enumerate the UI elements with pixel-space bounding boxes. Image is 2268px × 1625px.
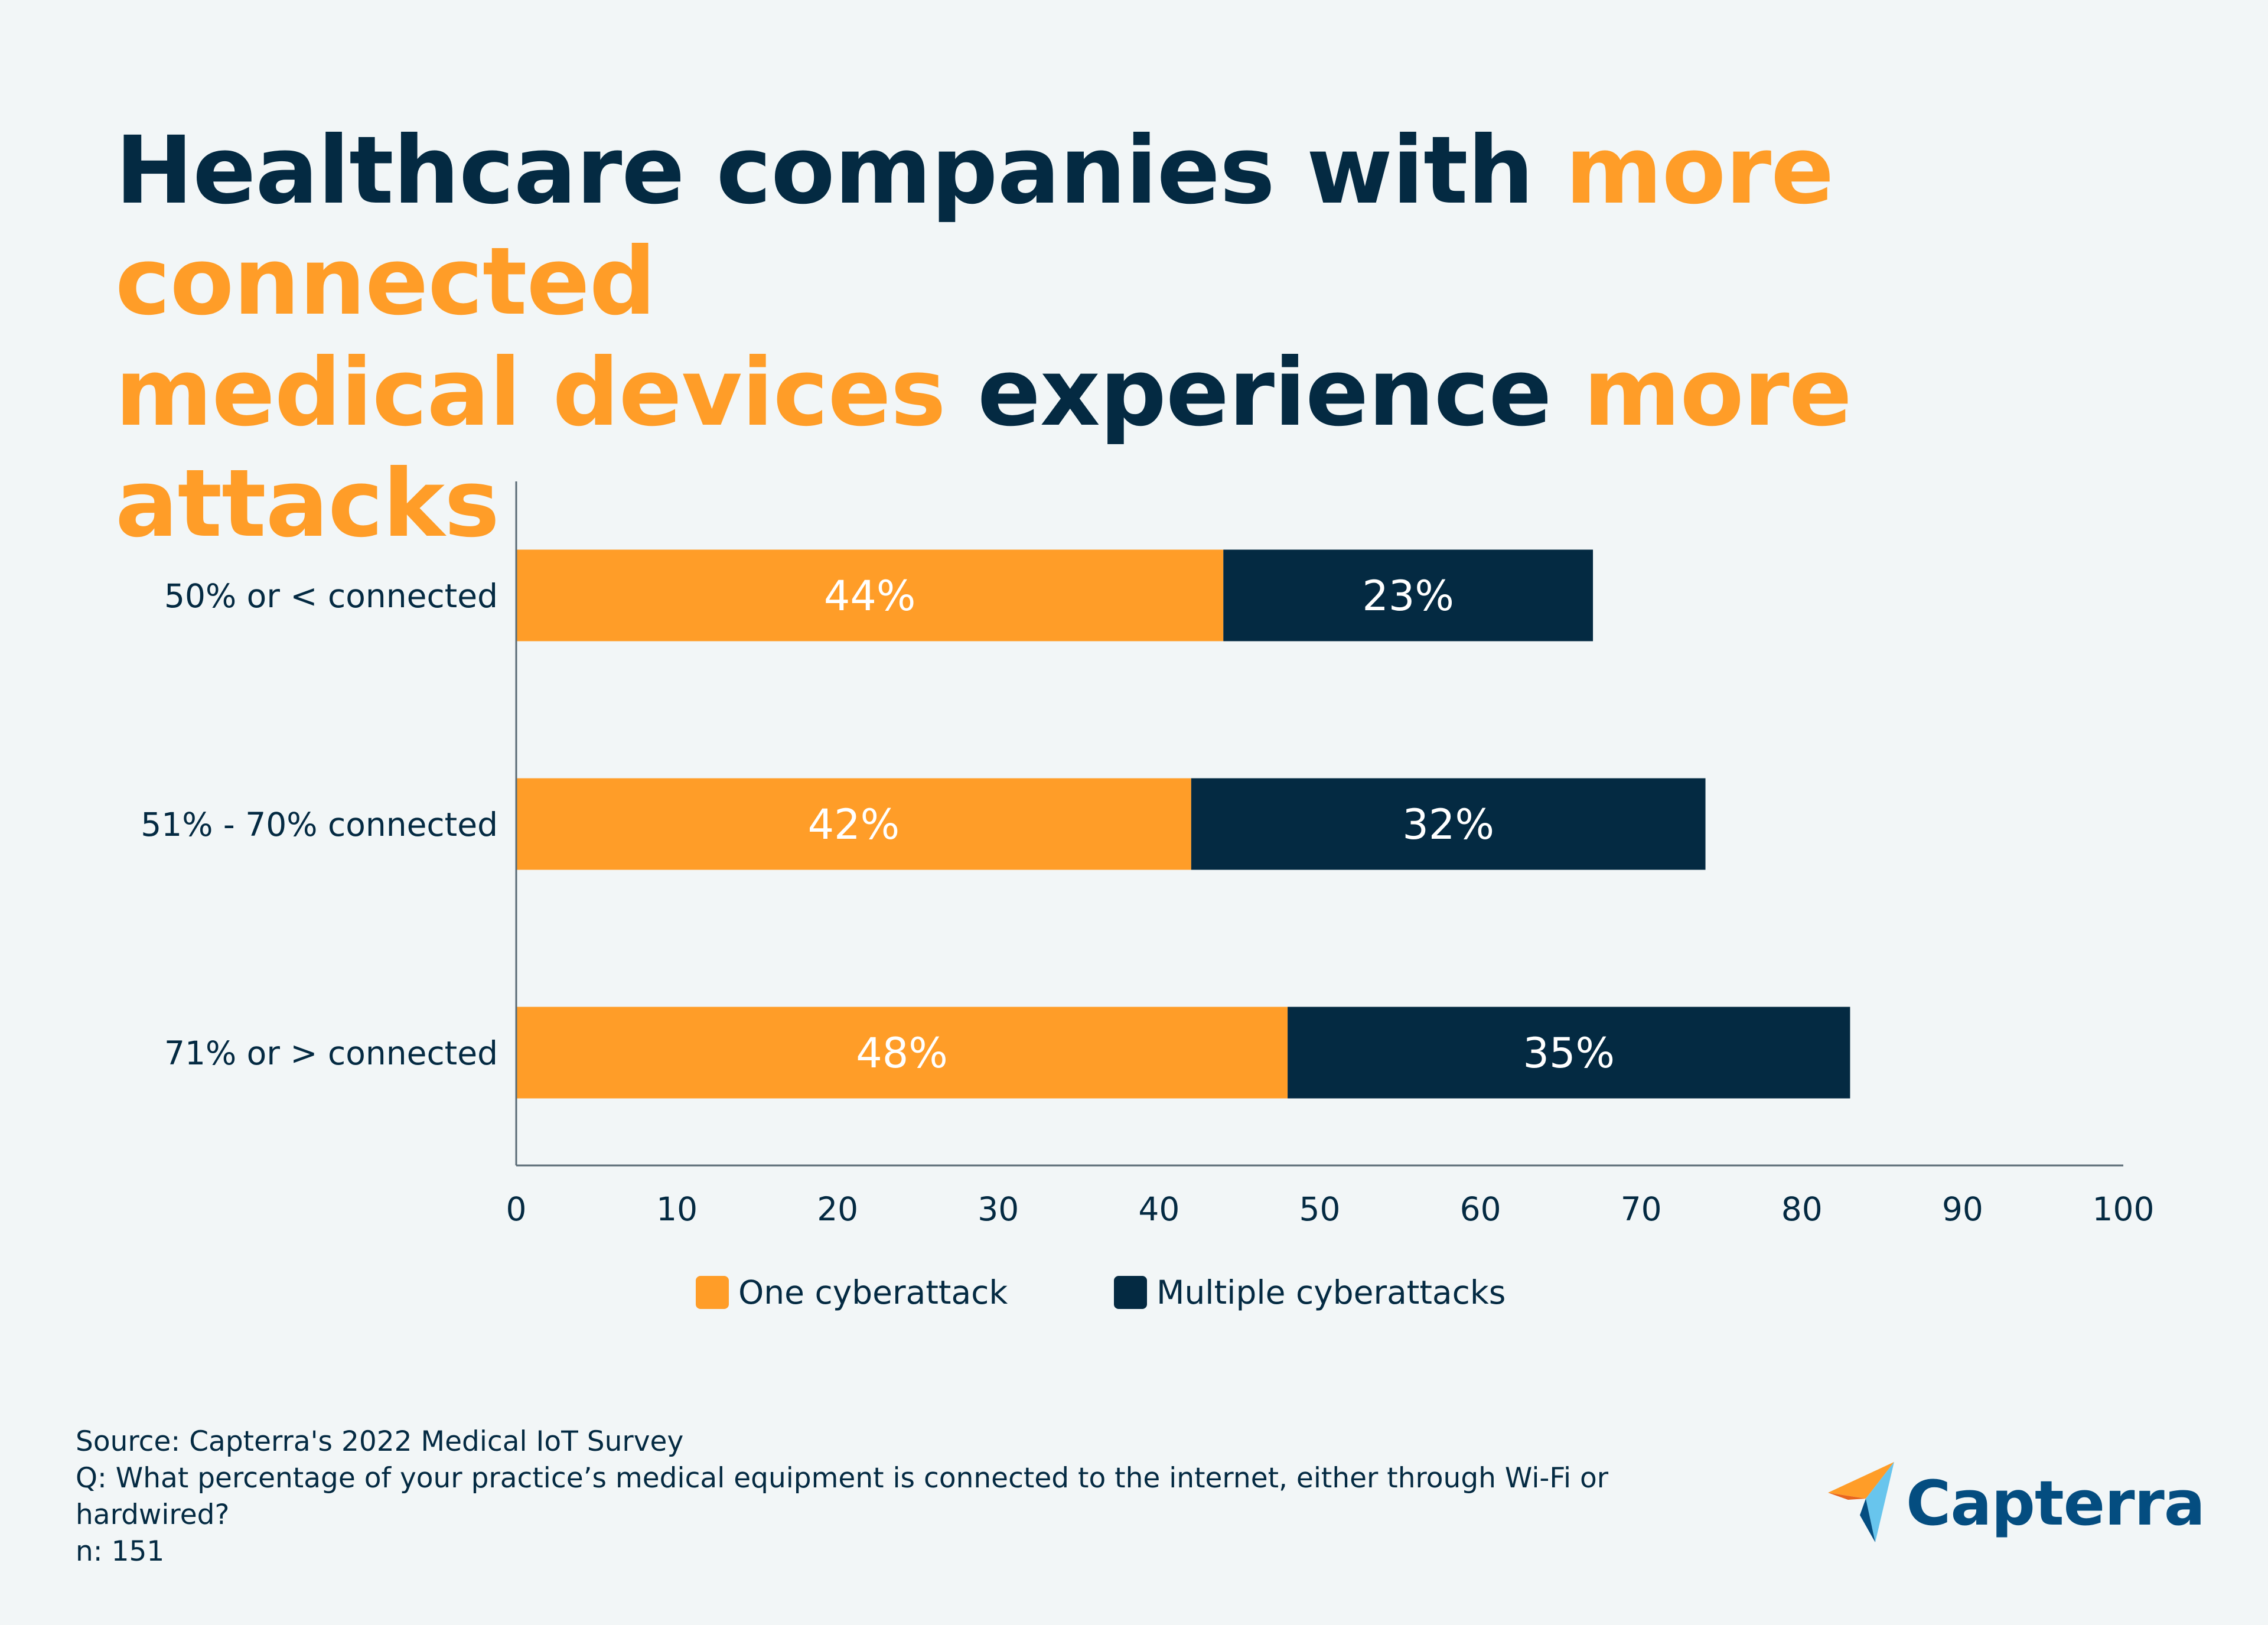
x-tick-label-50: 50 [1299, 1190, 1341, 1228]
x-tick-label-0: 0 [506, 1190, 527, 1228]
title-part-1: Healthcare companies with [115, 116, 1566, 225]
chart-legend: One cyberattack Multiple cyberattacks [0, 1269, 2268, 1316]
question-text-line-2: hardwired? [76, 1499, 230, 1531]
title-highlight-1: more connected [115, 116, 1834, 336]
title-highlight-3: more attacks [115, 338, 1852, 558]
sample-size: n: 151 [76, 1535, 165, 1568]
data-label-multiple-3: 35% [1523, 1029, 1615, 1077]
x-tick-label-40: 40 [1138, 1190, 1179, 1228]
title-part-4: experience [945, 338, 1583, 447]
bar-one-2 [516, 778, 1191, 870]
footnote: Source: Capterra's 2022 Medical IoT Surv… [76, 1424, 1682, 1570]
bar-multiple-2 [1191, 778, 1706, 870]
x-tick-label-60: 60 [1460, 1190, 1501, 1228]
source-text: Source: Capterra's 2022 Medical IoT Surv… [76, 1425, 684, 1458]
data-label-one-1: 44% [824, 572, 916, 620]
logo-text: Capterra [1906, 1467, 2205, 1539]
legend-item-one: One cyberattack [696, 1269, 1008, 1316]
axes-group: 0 10 20 30 40 50 60 70 80 90 100 [506, 481, 2155, 1228]
legend-label-multiple: Multiple cyberattacks [1156, 1274, 1506, 1311]
bar-multiple-1 [1223, 549, 1594, 641]
data-label-multiple-1: 23% [1362, 572, 1454, 620]
capterra-logo: Capterra [1828, 1459, 2205, 1548]
capterra-arrow-icon [1828, 1462, 1894, 1542]
bar-multiple-3 [1288, 1007, 1850, 1099]
data-label-one-2: 42% [808, 800, 900, 849]
data-label-one-3: 48% [856, 1029, 948, 1077]
legend-item-multiple: Multiple cyberattacks [1114, 1269, 1506, 1316]
x-tick-label-10: 10 [656, 1190, 698, 1228]
category-label-2: 51% - 70% connected [141, 806, 498, 844]
category-label-3: 71% or > connected [164, 1034, 498, 1072]
title-highlight-2: medical devices [115, 338, 946, 447]
label-group: 44% 23% 50% or < connected 42% 32% 51% - 70% … [141, 572, 1615, 1077]
legend-swatch-one [696, 1276, 729, 1309]
chart-title: Healthcare companies with more connected… [115, 115, 2206, 559]
x-tick-label-80: 80 [1781, 1190, 1823, 1228]
legend-label-one: One cyberattack [738, 1274, 1008, 1311]
legend-swatch-multiple [1114, 1276, 1147, 1309]
bar-group [516, 549, 1850, 1099]
question-text-line-1: Q: What percentage of your practice’s me… [76, 1462, 1609, 1494]
category-label-1: 50% or < connected [164, 577, 498, 615]
bar-one-1 [516, 549, 1224, 641]
x-tick-label-20: 20 [817, 1190, 858, 1228]
x-tick-label-100: 100 [2093, 1190, 2155, 1228]
x-tick-label-70: 70 [1621, 1190, 1662, 1228]
bar-one-3 [516, 1007, 1288, 1099]
x-tick-label-90: 90 [1942, 1190, 1983, 1228]
data-label-multiple-2: 32% [1402, 800, 1494, 849]
x-tick-label-30: 30 [977, 1190, 1019, 1228]
